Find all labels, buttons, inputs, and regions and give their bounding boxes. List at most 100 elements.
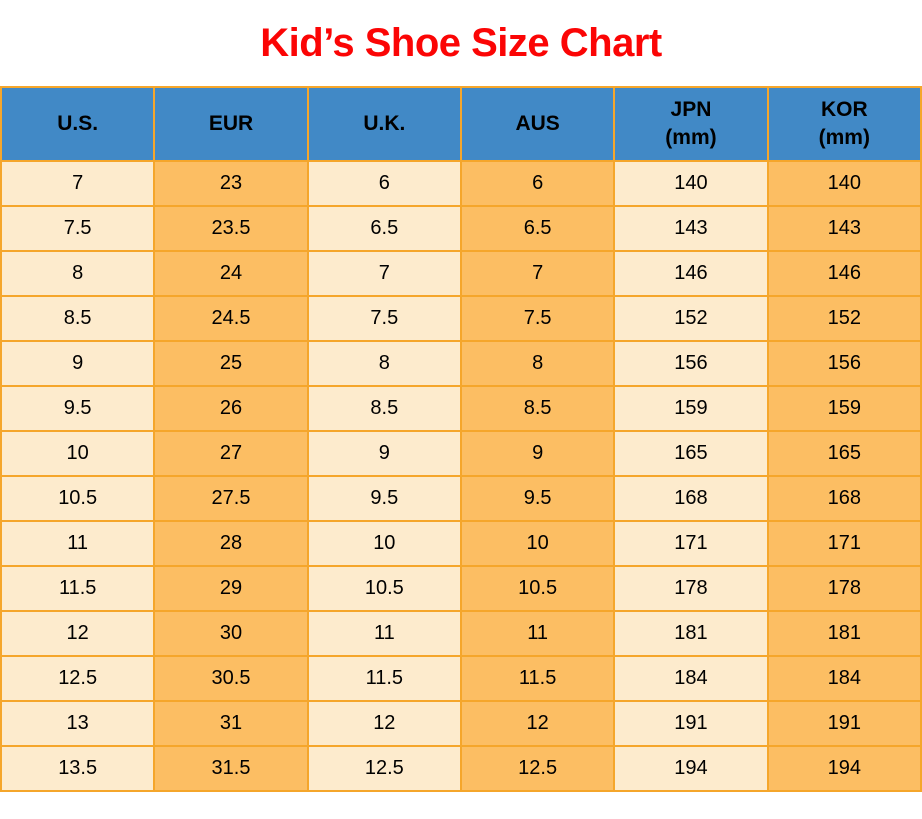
table-cell: 9.5 [306, 475, 462, 522]
table-row: 12 30 11 11 181 181 [0, 610, 922, 657]
table-cell: 9.5 [0, 385, 156, 432]
table-cell: 140 [613, 160, 769, 207]
table-cell: 10.5 [306, 565, 462, 612]
table-cell: 13.5 [0, 745, 156, 792]
table-cell: 6 [459, 160, 616, 207]
table-cell: 9 [306, 430, 462, 477]
table-cell: 194 [766, 745, 922, 792]
table-cell: 7.5 [0, 205, 156, 252]
table-cell: 7.5 [306, 295, 462, 342]
table-row: 12.5 30.5 11.5 11.5 184 184 [0, 655, 922, 702]
table-cell: 159 [766, 385, 922, 432]
table-cell: 191 [766, 700, 922, 747]
table-cell: 8 [0, 250, 156, 297]
table-cell: 12 [306, 700, 462, 747]
table-cell: 184 [766, 655, 922, 702]
table-cell: 6.5 [306, 205, 462, 252]
table-cell: 12 [0, 610, 156, 657]
table-cell: 26 [153, 385, 309, 432]
table-cell: 11 [459, 610, 616, 657]
table-row: 8 24 7 7 146 146 [0, 250, 922, 297]
table-row: 11 28 10 10 171 171 [0, 520, 922, 567]
shoe-size-table: U.S. EUR U.K. AUS JPN (mm) KOR (mm) 7 23 6 6 140 140… [0, 86, 922, 792]
table-cell: 31.5 [153, 745, 309, 792]
table-cell: 184 [613, 655, 769, 702]
table-cell: 12.5 [0, 655, 156, 702]
table-row: 8.5 24.5 7.5 7.5 152 152 [0, 295, 922, 342]
table-cell: 159 [613, 385, 769, 432]
header-cell-jpn-mm: JPN (mm) [613, 86, 769, 162]
table-cell: 146 [766, 250, 922, 297]
table-cell: 29 [153, 565, 309, 612]
table-cell: 168 [766, 475, 922, 522]
table-cell: 11.5 [459, 655, 616, 702]
table-cell: 181 [613, 610, 769, 657]
table-cell: 152 [613, 295, 769, 342]
table-cell: 30 [153, 610, 309, 657]
table-cell: 11 [306, 610, 462, 657]
table-cell: 25 [153, 340, 309, 387]
table-cell: 143 [766, 205, 922, 252]
page-title: Kid’s Shoe Size Chart [260, 20, 662, 65]
table-row: 13.5 31.5 12.5 12.5 194 194 [0, 745, 922, 792]
table-cell: 10 [306, 520, 462, 567]
table-cell: 7 [459, 250, 616, 297]
table-cell: 9 [0, 340, 156, 387]
table-cell: 171 [613, 520, 769, 567]
table-body: 7 23 6 6 140 140 7.5 23.5 6.5 6.5 143 143 8 24 7 7 146 14… [0, 160, 922, 792]
table-cell: 28 [153, 520, 309, 567]
table-cell: 12.5 [459, 745, 616, 792]
table-cell: 31 [153, 700, 309, 747]
table-cell: 23 [153, 160, 309, 207]
table-cell: 165 [766, 430, 922, 477]
table-cell: 143 [613, 205, 769, 252]
table-cell: 7 [306, 250, 462, 297]
table-cell: 178 [613, 565, 769, 612]
table-cell: 178 [766, 565, 922, 612]
table-cell: 9 [459, 430, 616, 477]
table-row: 13 31 12 12 191 191 [0, 700, 922, 747]
table-cell: 156 [613, 340, 769, 387]
table-row: 9 25 8 8 156 156 [0, 340, 922, 387]
table-cell: 140 [766, 160, 922, 207]
table-cell: 10 [0, 430, 156, 477]
header-row: U.S. EUR U.K. AUS JPN (mm) KOR (mm) [0, 86, 922, 162]
table-cell: 30.5 [153, 655, 309, 702]
table-row: 9.5 26 8.5 8.5 159 159 [0, 385, 922, 432]
table-cell: 8.5 [306, 385, 462, 432]
table-cell: 13 [0, 700, 156, 747]
table-cell: 10.5 [0, 475, 156, 522]
table-cell: 6 [306, 160, 462, 207]
table-row: 11.5 29 10.5 10.5 178 178 [0, 565, 922, 612]
table-row: 7 23 6 6 140 140 [0, 160, 922, 207]
table-cell: 191 [613, 700, 769, 747]
table-cell: 165 [613, 430, 769, 477]
table-cell: 23.5 [153, 205, 309, 252]
header-cell-kor-mm: KOR (mm) [766, 86, 922, 162]
table-cell: 11.5 [0, 565, 156, 612]
table-cell: 7.5 [459, 295, 616, 342]
table-cell: 12 [459, 700, 616, 747]
header-cell-eur: EUR [153, 86, 309, 162]
table-cell: 8 [306, 340, 462, 387]
table-cell: 8 [459, 340, 616, 387]
table-cell: 11.5 [306, 655, 462, 702]
header-cell-u-s: U.S. [0, 86, 156, 162]
table-cell: 8.5 [0, 295, 156, 342]
table-cell: 146 [613, 250, 769, 297]
table-cell: 194 [613, 745, 769, 792]
table-row: 10.5 27.5 9.5 9.5 168 168 [0, 475, 922, 522]
header-cell-u-k: U.K. [306, 86, 462, 162]
table-cell: 27 [153, 430, 309, 477]
table-cell: 152 [766, 295, 922, 342]
table-cell: 24.5 [153, 295, 309, 342]
table-cell: 7 [0, 160, 156, 207]
table-header: U.S. EUR U.K. AUS JPN (mm) KOR (mm) [0, 86, 922, 162]
table-cell: 9.5 [459, 475, 616, 522]
table-cell: 10 [459, 520, 616, 567]
table-cell: 181 [766, 610, 922, 657]
table-cell: 168 [613, 475, 769, 522]
table-cell: 8.5 [459, 385, 616, 432]
table-row: 10 27 9 9 165 165 [0, 430, 922, 477]
